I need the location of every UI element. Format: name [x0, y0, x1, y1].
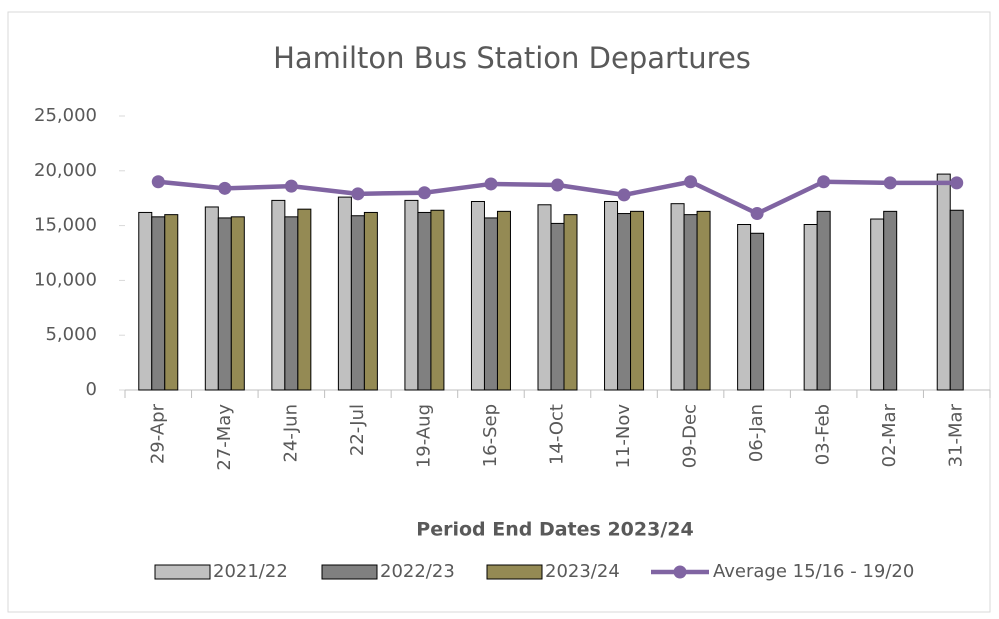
line-marker — [817, 175, 831, 189]
x-tick-label: 22-Jul — [347, 404, 368, 456]
line-marker — [351, 187, 365, 201]
bar — [230, 216, 245, 391]
bar — [550, 222, 565, 391]
line-marker — [883, 176, 897, 190]
x-tick-label: 31-Mar — [946, 403, 967, 467]
bar — [617, 213, 632, 391]
line-marker — [151, 175, 165, 189]
y-tick-label: 5,000 — [45, 324, 97, 345]
bar — [496, 210, 511, 391]
bar — [151, 216, 166, 391]
x-tick-label: 24-Jun — [280, 404, 301, 463]
line-marker — [284, 179, 298, 193]
legend-label: 2022/23 — [380, 561, 455, 582]
chart-title: Hamilton Bus Station Departures — [273, 41, 751, 75]
bar — [284, 216, 299, 391]
x-tick-label: 27-May — [214, 404, 235, 471]
bar — [363, 211, 378, 391]
legend-label: 2021/22 — [213, 561, 288, 582]
bar — [537, 204, 552, 391]
bar — [430, 209, 445, 391]
y-tick-label: 15,000 — [34, 215, 97, 236]
legend-swatch — [486, 564, 543, 580]
bar — [816, 210, 831, 391]
x-axis-title: Period End Dates 2023/24 — [416, 519, 693, 541]
y-tick-label: 10,000 — [34, 269, 97, 290]
bar — [696, 210, 711, 391]
x-tick-label: 02-Mar — [879, 403, 900, 467]
y-tick-label: 0 — [86, 379, 97, 400]
x-tick-label: 16-Sep — [480, 404, 501, 467]
bar — [483, 217, 498, 391]
bar — [271, 199, 286, 391]
bar — [417, 211, 432, 391]
bar — [803, 224, 818, 391]
bar — [936, 173, 951, 391]
bar — [164, 214, 179, 391]
bar — [350, 215, 365, 391]
legend-label: Average 15/16 - 19/20 — [713, 561, 914, 582]
line-marker — [484, 177, 498, 191]
bar — [604, 200, 619, 391]
x-tick-label: 03-Feb — [813, 404, 834, 465]
bar — [204, 206, 219, 391]
x-tick-label: 29-Apr — [147, 403, 168, 464]
bar — [870, 218, 885, 391]
bar — [404, 199, 419, 391]
bar — [470, 200, 485, 391]
line-marker — [617, 188, 631, 202]
bar — [670, 203, 685, 391]
bar — [563, 214, 578, 391]
line-marker — [950, 176, 964, 190]
x-tick-label: 14-Oct — [547, 404, 568, 465]
y-tick-label: 20,000 — [34, 160, 97, 181]
legend-swatch — [154, 564, 211, 580]
x-tick-label: 09-Dec — [680, 404, 701, 468]
bar — [138, 211, 153, 391]
legend-swatch — [673, 565, 687, 579]
line-marker — [750, 207, 764, 221]
bar — [683, 214, 698, 391]
line-marker — [551, 178, 564, 192]
bar — [217, 217, 232, 391]
y-tick-label: 25,000 — [34, 105, 97, 126]
line-marker — [218, 181, 232, 195]
bar — [630, 210, 645, 391]
x-tick-label: 11-Nov — [613, 404, 634, 469]
legend-swatch — [321, 564, 378, 580]
line-marker — [684, 175, 698, 189]
bar — [949, 209, 964, 391]
x-tick-label: 06-Jan — [746, 404, 767, 462]
legend-label: 2023/24 — [545, 561, 620, 582]
bar — [883, 210, 898, 391]
bar — [337, 196, 352, 391]
bar — [750, 232, 765, 391]
bar — [737, 224, 752, 391]
line-marker — [417, 186, 431, 200]
bar — [297, 208, 312, 391]
x-tick-label: 19-Aug — [413, 404, 434, 468]
